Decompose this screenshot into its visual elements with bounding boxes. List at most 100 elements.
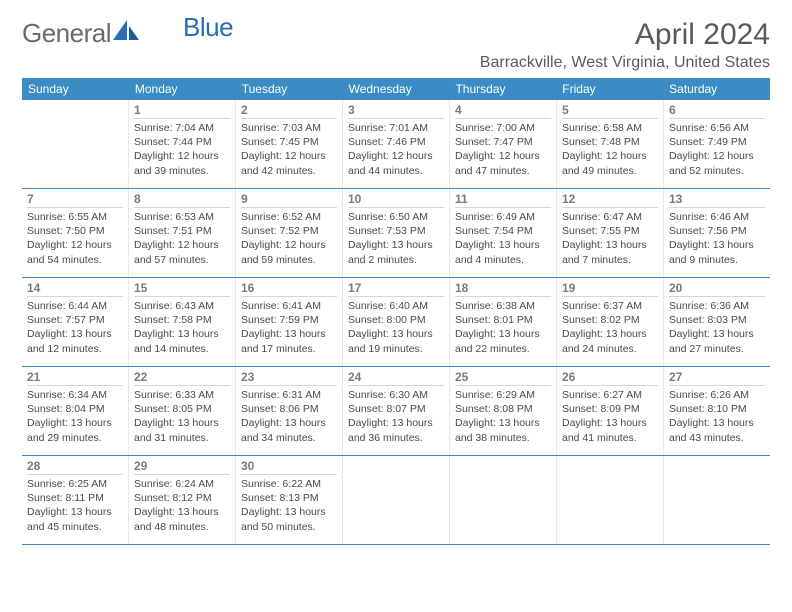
title-block: April 2024 Barrackville, West Virginia, … [480, 18, 770, 72]
day-info: Sunrise: 6:55 AMSunset: 7:50 PMDaylight:… [27, 210, 123, 267]
day-number: 11 [455, 192, 551, 208]
day-number: 15 [134, 281, 230, 297]
weekday-header: Sunday [22, 78, 129, 100]
weeks-container: 1 Sunrise: 7:04 AMSunset: 7:44 PMDaylight… [22, 100, 770, 545]
day-number: 13 [669, 192, 765, 208]
day-cell: 29 Sunrise: 6:24 AMSunset: 8:12 PMDayligh… [129, 456, 236, 544]
logo-text-blue: Blue [183, 12, 233, 43]
day-cell: 15Sunrise: 6:43 AMSunset: 7:58 PMDayligh… [129, 278, 236, 366]
day-number: 27 [669, 370, 765, 386]
day-info: Sunrise: 7:03 AMSunset: 7:45 PMDaylight:… [241, 121, 337, 178]
day-number: 22 [134, 370, 230, 386]
day-number: 17 [348, 281, 444, 297]
day-info: Sunrise: 6:36 AMSunset: 8:03 PMDaylight:… [669, 299, 765, 356]
day-cell [557, 456, 664, 544]
logo-sail-icon [113, 18, 141, 49]
weekday-header-row: SundayMondayTuesdayWednesdayThursdayFrid… [22, 78, 770, 100]
day-cell: 10 Sunrise: 6:50 AMSunset: 7:53 PMDayligh… [343, 189, 450, 277]
weekday-header: Thursday [449, 78, 556, 100]
day-number: 25 [455, 370, 551, 386]
day-number: 26 [562, 370, 658, 386]
day-info: Sunrise: 7:04 AMSunset: 7:44 PMDaylight:… [134, 121, 230, 178]
day-info: Sunrise: 7:01 AMSunset: 7:46 PMDaylight:… [348, 121, 444, 178]
week-row: 7 Sunrise: 6:55 AMSunset: 7:50 PMDaylight… [22, 189, 770, 278]
day-info: Sunrise: 6:29 AMSunset: 8:08 PMDaylight:… [455, 388, 551, 445]
day-cell [664, 456, 770, 544]
day-info: Sunrise: 6:25 AMSunset: 8:11 PMDaylight:… [27, 477, 123, 534]
day-cell: 28 Sunrise: 6:25 AMSunset: 8:11 PMDayligh… [22, 456, 129, 544]
day-number: 24 [348, 370, 444, 386]
day-cell: 17 Sunrise: 6:40 AMSunset: 8:00 PMDayligh… [343, 278, 450, 366]
day-number: 2 [241, 103, 337, 119]
logo-text-general: General [22, 18, 111, 49]
calendar: SundayMondayTuesdayWednesdayThursdayFrid… [22, 78, 770, 545]
location: Barrackville, West Virginia, United Stat… [480, 54, 770, 72]
day-cell: 4 Sunrise: 7:00 AMSunset: 7:47 PMDaylight… [450, 100, 557, 188]
day-info: Sunrise: 6:49 AMSunset: 7:54 PMDaylight:… [455, 210, 551, 267]
day-cell [22, 100, 129, 188]
day-cell: 14Sunrise: 6:44 AMSunset: 7:57 PMDayligh… [22, 278, 129, 366]
day-number: 8 [134, 192, 230, 208]
week-row: 1 Sunrise: 7:04 AMSunset: 7:44 PMDaylight… [22, 100, 770, 189]
day-number: 16 [241, 281, 337, 297]
day-number: 6 [669, 103, 765, 119]
day-cell: 6 Sunrise: 6:56 AMSunset: 7:49 PMDaylight… [664, 100, 770, 188]
weekday-header: Tuesday [236, 78, 343, 100]
day-number: 10 [348, 192, 444, 208]
day-info: Sunrise: 7:00 AMSunset: 7:47 PMDaylight:… [455, 121, 551, 178]
day-number: 28 [27, 459, 123, 475]
day-number: 30 [241, 459, 337, 475]
day-cell: 25 Sunrise: 6:29 AMSunset: 8:08 PMDayligh… [450, 367, 557, 455]
day-cell: 20Sunrise: 6:36 AMSunset: 8:03 PMDayligh… [664, 278, 770, 366]
day-info: Sunrise: 6:47 AMSunset: 7:55 PMDaylight:… [562, 210, 658, 267]
week-row: 21Sunrise: 6:34 AMSunset: 8:04 PMDayligh… [22, 367, 770, 456]
day-info: Sunrise: 6:38 AMSunset: 8:01 PMDaylight:… [455, 299, 551, 356]
header: General Blue April 2024 Barrackville, We… [22, 18, 770, 72]
day-info: Sunrise: 6:22 AMSunset: 8:13 PMDaylight:… [241, 477, 337, 534]
day-number: 12 [562, 192, 658, 208]
day-cell: 30 Sunrise: 6:22 AMSunset: 8:13 PMDayligh… [236, 456, 343, 544]
day-number: 4 [455, 103, 551, 119]
day-info: Sunrise: 6:41 AMSunset: 7:59 PMDaylight:… [241, 299, 337, 356]
day-info: Sunrise: 6:26 AMSunset: 8:10 PMDaylight:… [669, 388, 765, 445]
week-row: 14Sunrise: 6:44 AMSunset: 7:57 PMDayligh… [22, 278, 770, 367]
day-cell [450, 456, 557, 544]
day-cell: 7 Sunrise: 6:55 AMSunset: 7:50 PMDaylight… [22, 189, 129, 277]
day-cell: 8Sunrise: 6:53 AMSunset: 7:51 PMDaylight… [129, 189, 236, 277]
day-number: 18 [455, 281, 551, 297]
day-info: Sunrise: 6:37 AMSunset: 8:02 PMDaylight:… [562, 299, 658, 356]
day-info: Sunrise: 6:33 AMSunset: 8:05 PMDaylight:… [134, 388, 230, 445]
day-info: Sunrise: 6:24 AMSunset: 8:12 PMDaylight:… [134, 477, 230, 534]
day-info: Sunrise: 6:44 AMSunset: 7:57 PMDaylight:… [27, 299, 123, 356]
day-info: Sunrise: 6:46 AMSunset: 7:56 PMDaylight:… [669, 210, 765, 267]
day-number: 7 [27, 192, 123, 208]
day-cell: 9 Sunrise: 6:52 AMSunset: 7:52 PMDaylight… [236, 189, 343, 277]
weekday-header: Wednesday [343, 78, 450, 100]
day-cell: 19Sunrise: 6:37 AMSunset: 8:02 PMDayligh… [557, 278, 664, 366]
day-cell: 12 Sunrise: 6:47 AMSunset: 7:55 PMDayligh… [557, 189, 664, 277]
day-info: Sunrise: 6:27 AMSunset: 8:09 PMDaylight:… [562, 388, 658, 445]
day-number: 9 [241, 192, 337, 208]
day-number: 29 [134, 459, 230, 475]
day-cell: 1 Sunrise: 7:04 AMSunset: 7:44 PMDaylight… [129, 100, 236, 188]
day-cell: 3 Sunrise: 7:01 AMSunset: 7:46 PMDaylight… [343, 100, 450, 188]
day-cell: 16 Sunrise: 6:41 AMSunset: 7:59 PMDayligh… [236, 278, 343, 366]
day-cell: 5Sunrise: 6:58 AMSunset: 7:48 PMDaylight… [557, 100, 664, 188]
weekday-header: Friday [556, 78, 663, 100]
day-cell: 21Sunrise: 6:34 AMSunset: 8:04 PMDayligh… [22, 367, 129, 455]
day-info: Sunrise: 6:52 AMSunset: 7:52 PMDaylight:… [241, 210, 337, 267]
day-number: 1 [134, 103, 230, 119]
day-cell: 18 Sunrise: 6:38 AMSunset: 8:01 PMDayligh… [450, 278, 557, 366]
day-cell: 2 Sunrise: 7:03 AMSunset: 7:45 PMDaylight… [236, 100, 343, 188]
day-number: 3 [348, 103, 444, 119]
day-info: Sunrise: 6:50 AMSunset: 7:53 PMDaylight:… [348, 210, 444, 267]
day-number: 5 [562, 103, 658, 119]
month-title: April 2024 [480, 18, 770, 52]
day-info: Sunrise: 6:31 AMSunset: 8:06 PMDaylight:… [241, 388, 337, 445]
day-cell: 22 Sunrise: 6:33 AMSunset: 8:05 PMDayligh… [129, 367, 236, 455]
day-info: Sunrise: 6:40 AMSunset: 8:00 PMDaylight:… [348, 299, 444, 356]
day-number: 23 [241, 370, 337, 386]
day-info: Sunrise: 6:56 AMSunset: 7:49 PMDaylight:… [669, 121, 765, 178]
logo: General Blue [22, 18, 233, 49]
day-cell [343, 456, 450, 544]
